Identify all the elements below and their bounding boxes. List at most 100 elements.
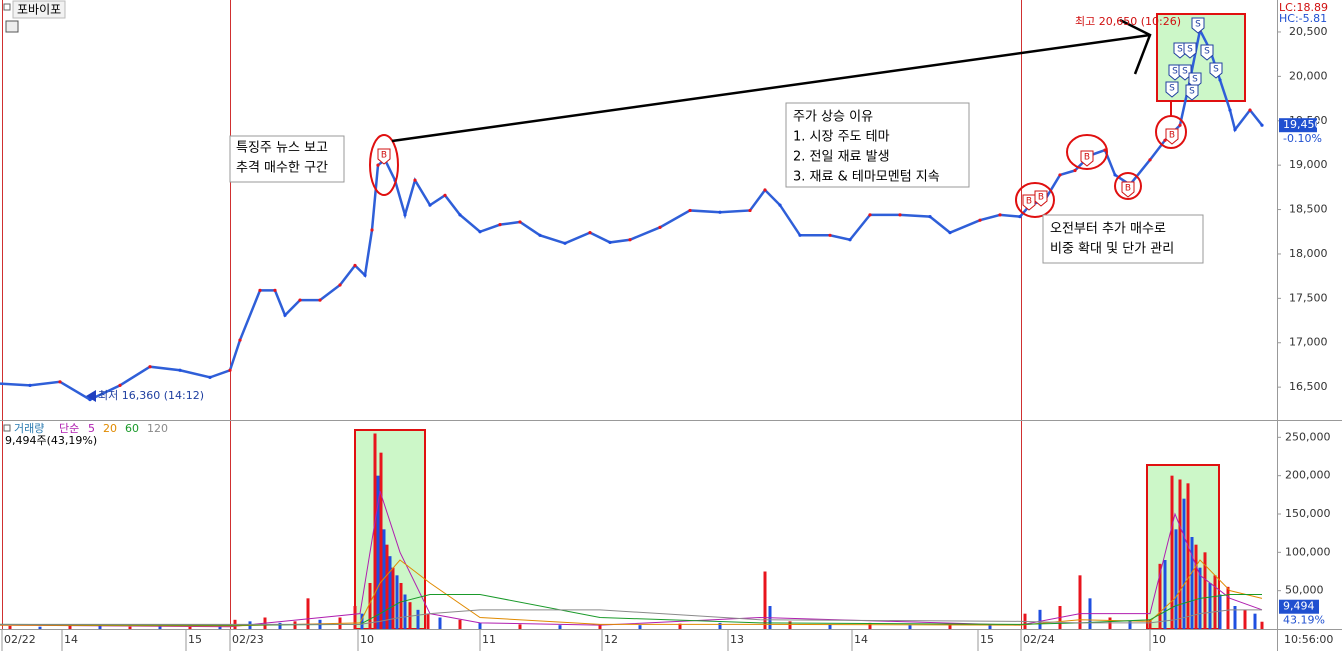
legend-entry: 60 xyxy=(125,422,139,435)
annotation-text: 3. 재료 & 테마모멘텀 지속 xyxy=(793,170,940,185)
volume-bar xyxy=(128,626,132,629)
y-tick-label: 150,000 xyxy=(1285,507,1331,520)
annotation-box xyxy=(1042,214,1204,264)
highlight-ellipse xyxy=(1114,172,1142,200)
candle xyxy=(363,273,367,277)
candle xyxy=(58,380,62,384)
volume-bar xyxy=(1182,498,1186,629)
price-line xyxy=(0,26,1263,401)
candle xyxy=(1113,173,1117,177)
hc-label: HC:-5.81 xyxy=(1279,12,1327,25)
volume-summary: 9,494주(43,19%) xyxy=(5,434,97,447)
volume-bar xyxy=(158,625,162,629)
volume-bar xyxy=(306,598,310,629)
volume-bar xyxy=(98,624,102,629)
trade-marker xyxy=(1121,181,1135,198)
candle xyxy=(498,223,502,227)
volume-bar xyxy=(1208,583,1212,629)
trade-marker-label: B xyxy=(1169,131,1175,141)
candle xyxy=(828,233,832,237)
candle xyxy=(1248,108,1252,112)
candle xyxy=(1018,215,1022,219)
ma-prefix: 단순 xyxy=(59,422,79,435)
volume-bar xyxy=(1190,537,1194,629)
volume-bar xyxy=(868,622,872,629)
volume-bar xyxy=(763,571,767,629)
volume-bar xyxy=(1213,575,1217,629)
volume-bar xyxy=(1174,529,1178,629)
volume-title: 거래량 xyxy=(14,422,44,435)
trade-marker-label: S xyxy=(1192,75,1198,85)
trade-marker-label: B xyxy=(1038,193,1044,203)
volume-bar xyxy=(1260,621,1264,629)
volume-bar xyxy=(373,433,377,629)
candle xyxy=(298,298,302,302)
candle xyxy=(413,178,417,182)
y-tick-label: 20,500 xyxy=(1289,25,1328,38)
volume-bar xyxy=(908,625,912,629)
candle xyxy=(228,368,232,372)
volume-bar xyxy=(416,609,420,629)
annotation-text: 1. 시장 주도 테마 xyxy=(793,130,890,145)
candle xyxy=(443,193,447,197)
trade-marker xyxy=(1209,62,1223,79)
candle xyxy=(1073,168,1077,173)
volume-bar xyxy=(438,617,442,629)
y-tick-label: 100,000 xyxy=(1285,545,1331,558)
volume-bar xyxy=(38,626,42,629)
candle xyxy=(258,288,262,292)
table-icon[interactable] xyxy=(5,20,19,33)
volume-bar xyxy=(1038,609,1042,629)
title-box[interactable] xyxy=(12,0,66,19)
candle xyxy=(1058,173,1062,177)
lc-label: LC:18.89 xyxy=(1279,1,1328,14)
candle xyxy=(1178,123,1182,127)
legend-entry: 5 xyxy=(88,422,95,435)
trade-marker xyxy=(1185,84,1199,101)
x-tick-label: 10 xyxy=(1152,633,1166,646)
volume-bar xyxy=(518,624,522,629)
volume-bar xyxy=(391,567,395,629)
trade-marker-label: S xyxy=(1169,84,1175,94)
legend-entry: 20 xyxy=(103,422,117,435)
volume-bar xyxy=(1226,586,1230,629)
volume-bar xyxy=(388,556,392,629)
candle xyxy=(563,241,567,245)
volume-bar xyxy=(395,575,399,629)
volume-bar xyxy=(278,622,282,629)
volume-bar xyxy=(1253,613,1257,629)
candle xyxy=(318,298,322,302)
y-tick-label: 20,000 xyxy=(1289,69,1328,82)
x-tick-label: 02/23 xyxy=(232,633,264,646)
highlight-ellipse xyxy=(1015,182,1055,218)
y-tick-label: 18,500 xyxy=(1289,203,1328,216)
low-label: 최저 16,360 (14:12) xyxy=(98,389,204,402)
trade-marker-label: B xyxy=(1125,184,1131,194)
volume-bar xyxy=(368,583,372,629)
candle xyxy=(658,225,662,229)
trade-marker xyxy=(1183,42,1197,59)
candle xyxy=(848,238,852,242)
volume-bar xyxy=(360,613,364,629)
last-price-box xyxy=(1279,118,1317,133)
trade-marker-label: S xyxy=(1195,20,1201,30)
candle xyxy=(1228,108,1232,112)
candle xyxy=(338,283,342,287)
volume-bar xyxy=(638,625,642,629)
trade-marker xyxy=(377,148,391,165)
trade-marker-label: B xyxy=(1084,153,1090,163)
volume-bar xyxy=(385,544,389,629)
trade-marker xyxy=(1034,190,1048,207)
annotation-text: 특징주 뉴스 보고 xyxy=(236,141,328,156)
volume-bar xyxy=(718,622,722,629)
trade-marker xyxy=(1165,128,1179,145)
candle xyxy=(283,313,287,317)
volume-bar xyxy=(408,602,412,629)
candle xyxy=(118,383,122,387)
candle xyxy=(628,238,632,242)
y-tick-label: 19,000 xyxy=(1289,158,1328,171)
trade-marker-label: S xyxy=(1189,87,1195,97)
last-volume: 9,494 xyxy=(1283,600,1315,613)
x-tick-label: 02/24 xyxy=(1023,633,1055,646)
